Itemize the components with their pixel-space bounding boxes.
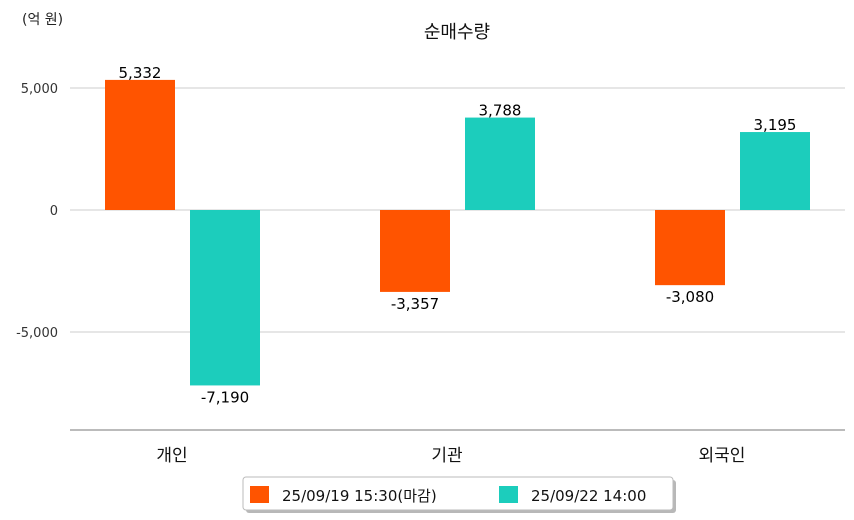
legend-swatch-1 [250, 486, 269, 503]
data-label: -3,080 [666, 288, 714, 306]
data-label: 5,332 [119, 64, 162, 82]
bar [190, 210, 260, 386]
legend-label-2: 25/09/22 14:00 [531, 487, 646, 505]
y-tick-label: 5,000 [21, 82, 58, 97]
data-label: -7,190 [201, 388, 249, 406]
chart-title: 순매수량 [424, 22, 490, 43]
bar [740, 132, 810, 210]
category-label: 기관 [431, 446, 462, 466]
data-label: 3,195 [754, 116, 797, 134]
data-label: -3,357 [391, 295, 439, 313]
legend-label-1: 25/09/19 15:30(마감) [282, 487, 437, 505]
bar [465, 117, 535, 210]
category-label: 개인 [156, 446, 187, 466]
legend: 25/09/19 15:30(마감) 25/09/22 14:00 [242, 476, 676, 513]
unit-label: (억 원) [22, 12, 63, 28]
legend-swatch-2 [499, 486, 518, 503]
bar [380, 210, 450, 292]
bar [655, 210, 725, 286]
y-tick-label: -5,000 [16, 326, 58, 341]
data-label: 3,788 [479, 102, 522, 120]
bar [105, 79, 175, 210]
y-tick-label: 0 [50, 204, 58, 219]
category-label: 외국인 [699, 446, 746, 466]
